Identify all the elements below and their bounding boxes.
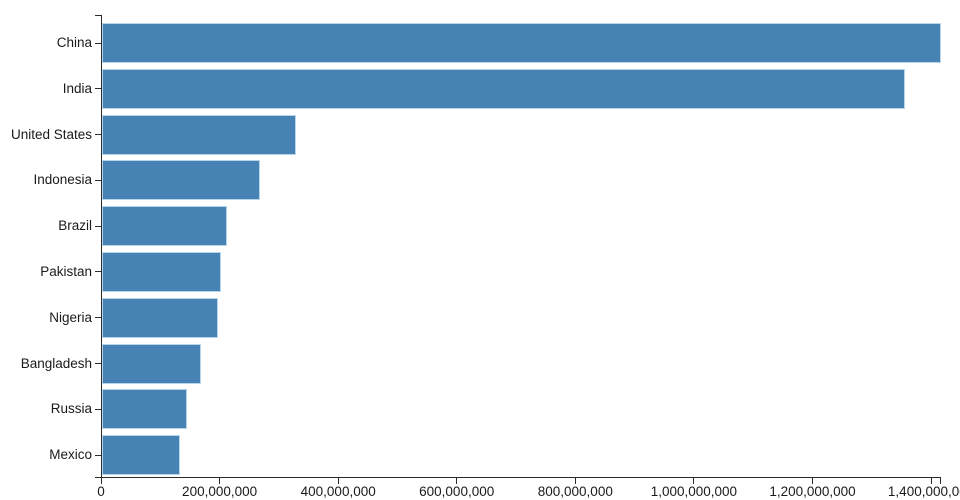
y-tick-label-united-states: United States (10, 126, 92, 142)
bar-pakistan (102, 251, 222, 292)
y-tick-india (95, 88, 101, 90)
x-axis-outer-tick-right (940, 477, 941, 484)
y-tick-china (95, 42, 101, 44)
y-tick-label-china: China (56, 35, 92, 50)
y-tick-pakistan (95, 271, 101, 273)
x-tick-4 (574, 478, 576, 484)
y-tick-nigeria (95, 317, 101, 319)
y-tick-label-nigeria: Nigeria (49, 309, 92, 325)
x-tick-label-7: 1,400,000,000 (887, 484, 960, 499)
y-axis-line (101, 15, 102, 477)
bar-united-states (102, 114, 296, 155)
x-tick-5 (693, 478, 695, 484)
y-tick-label-india: India (62, 80, 92, 96)
x-tick-label-1: 200,000,000 (182, 484, 258, 499)
x-tick-2 (337, 478, 339, 484)
bar-bangladesh (102, 343, 201, 384)
x-tick-label-2: 400,000,000 (300, 484, 376, 499)
y-tick-label-bangladesh: Bangladesh (20, 355, 92, 371)
x-tick-7 (930, 478, 932, 484)
bar-brazil (102, 206, 227, 247)
y-tick-united-states (95, 134, 101, 136)
bar-india (102, 68, 905, 109)
x-tick-label-5: 1,000,000,000 (650, 484, 738, 499)
x-tick-1 (219, 478, 221, 484)
bar-china (102, 23, 941, 63)
y-tick-label-brazil: Brazil (58, 218, 92, 234)
x-axis-line (101, 477, 941, 478)
x-tick-3 (456, 478, 458, 484)
y-tick-label-indonesia: Indonesia (33, 172, 92, 188)
y-tick-brazil (95, 225, 101, 227)
y-tick-mexico (95, 454, 101, 456)
y-tick-label-pakistan: Pakistan (40, 263, 92, 279)
y-tick-indonesia (95, 179, 101, 181)
y-axis-outer-tick-top (95, 15, 101, 16)
bar-nigeria (102, 297, 219, 338)
y-tick-russia (95, 408, 101, 410)
x-tick-6 (812, 478, 813, 484)
x-tick-label-3: 600,000,000 (419, 484, 495, 499)
x-tick-label-6: 1,200,000,000 (769, 484, 856, 499)
y-tick-label-russia: Russia (50, 401, 92, 417)
bar-mexico (102, 435, 180, 475)
y-axis-outer-tick-bottom (95, 477, 101, 478)
bar-indonesia (102, 160, 261, 201)
x-tick-label-0: 0 (97, 484, 105, 499)
x-tick-label-4: 800,000,000 (537, 484, 613, 499)
x-tick-0 (100, 478, 102, 484)
y-tick-label-mexico: Mexico (49, 447, 92, 462)
bar-russia (102, 389, 188, 430)
y-tick-bangladesh (95, 363, 101, 364)
